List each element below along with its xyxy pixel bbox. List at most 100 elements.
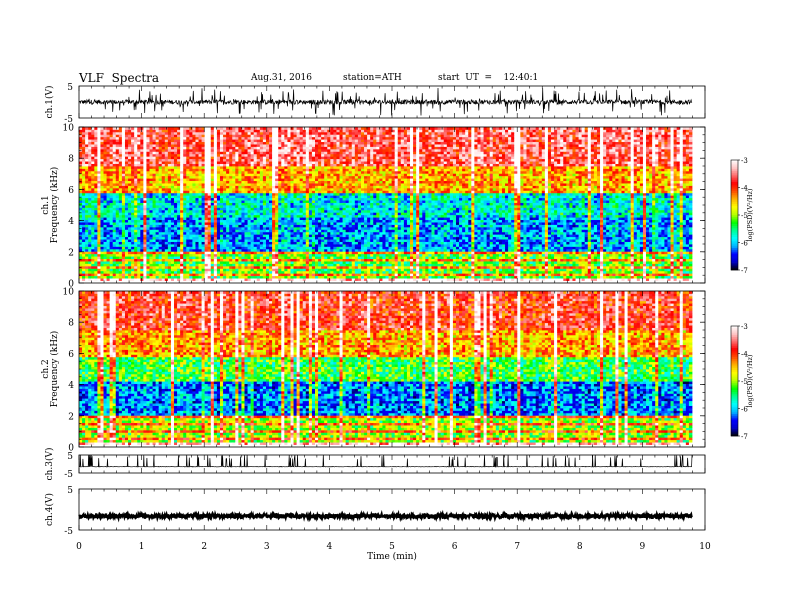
spectrogram-cell bbox=[128, 142, 131, 145]
spectrogram-cell bbox=[122, 132, 125, 135]
spectrogram-cell bbox=[125, 183, 128, 186]
spectrogram-cell bbox=[143, 127, 146, 130]
spectrogram-cell bbox=[91, 220, 94, 223]
spectrogram-cell bbox=[143, 149, 146, 152]
spectrogram-cell bbox=[140, 210, 143, 213]
spectrogram-cell bbox=[116, 222, 119, 225]
spectrogram-cell bbox=[131, 161, 134, 164]
spectrogram-cell bbox=[88, 246, 91, 249]
spectrogram-cell bbox=[113, 139, 116, 142]
spectrogram-cell bbox=[79, 200, 82, 203]
spectrogram-cell bbox=[131, 212, 134, 215]
spectrogram-cell bbox=[104, 210, 107, 213]
spectrogram-cell bbox=[88, 139, 91, 142]
spectrogram-cell bbox=[82, 137, 85, 140]
spectrogram-cell bbox=[137, 198, 140, 201]
spectrogram-cell bbox=[119, 188, 122, 191]
spectrogram-cell bbox=[128, 147, 131, 150]
spectrogram-cell bbox=[137, 205, 140, 208]
spectrogram-cell bbox=[100, 198, 103, 201]
spectrogram-cell bbox=[88, 129, 91, 132]
spectrogram-cell bbox=[82, 254, 85, 257]
spectrogram-cell bbox=[104, 207, 107, 210]
spectrogram-cell bbox=[113, 190, 116, 193]
spectrogram-cell bbox=[82, 205, 85, 208]
spectrogram-cell bbox=[128, 227, 131, 230]
spectrogram-cell bbox=[122, 137, 125, 140]
spectrogram-cell bbox=[91, 198, 94, 201]
spectrogram-cell bbox=[125, 244, 128, 247]
spectrogram-cell bbox=[100, 237, 103, 240]
spectrogram-cell bbox=[113, 203, 116, 206]
spectrogram-cell bbox=[140, 132, 143, 135]
spectrogram-cell bbox=[137, 210, 140, 213]
spectrogram-cell bbox=[104, 203, 107, 206]
spectrogram-cell bbox=[134, 251, 137, 254]
spectrogram-cell bbox=[146, 239, 149, 242]
spectrogram-cell bbox=[88, 234, 91, 237]
spectrogram-cell bbox=[82, 256, 85, 259]
spectrogram-cell bbox=[150, 203, 153, 206]
spectrogram-cell bbox=[85, 222, 88, 225]
spectrogram-cell bbox=[116, 234, 119, 237]
spectrogram-cell bbox=[85, 183, 88, 186]
spectrogram-cell bbox=[113, 239, 116, 242]
spectrogram-cell bbox=[128, 156, 131, 159]
spectrogram-cell bbox=[97, 190, 100, 193]
spectrogram-cell bbox=[91, 276, 94, 279]
spectrogram-cell bbox=[128, 246, 131, 249]
spectrogram-cell bbox=[100, 205, 103, 208]
spectrogram-cell bbox=[131, 271, 134, 274]
spectrogram-cell bbox=[104, 151, 107, 154]
spectrogram-cell bbox=[150, 181, 153, 184]
spectrogram-cell bbox=[107, 212, 110, 215]
spectrogram-cell bbox=[82, 154, 85, 157]
spectrogram-cell bbox=[137, 156, 140, 159]
spectrogram-cell bbox=[110, 134, 113, 137]
spectrogram-cell bbox=[113, 198, 116, 201]
spectrogram-cell bbox=[107, 173, 110, 176]
spectrogram-cell bbox=[104, 168, 107, 171]
spectrogram-cell bbox=[153, 266, 156, 269]
spectrogram-cell bbox=[137, 178, 140, 181]
spectrogram-cell bbox=[143, 168, 146, 171]
spectrogram-cell bbox=[128, 278, 131, 281]
spectrogram-cell bbox=[122, 161, 125, 164]
spectrogram-cell bbox=[88, 266, 91, 269]
spectrogram-cell bbox=[110, 190, 113, 193]
spectrogram-cell bbox=[113, 200, 116, 203]
spectrogram-cell bbox=[146, 246, 149, 249]
spectrogram-cell bbox=[134, 229, 137, 232]
spectrogram-cell bbox=[146, 198, 149, 201]
spectrogram-cell bbox=[131, 276, 134, 279]
spectrogram-cell bbox=[113, 256, 116, 259]
spectrogram-cell bbox=[79, 256, 82, 259]
spectrogram-cell bbox=[94, 139, 97, 142]
spectrogram-cell bbox=[146, 166, 149, 169]
spectrogram-cell bbox=[116, 190, 119, 193]
spectrogram-cell bbox=[107, 205, 110, 208]
spectrogram-cell bbox=[119, 207, 122, 210]
spectrogram-cell bbox=[97, 268, 100, 271]
spectrogram-cell bbox=[91, 266, 94, 269]
spectrogram-cell bbox=[140, 217, 143, 220]
spectrogram-cell bbox=[100, 246, 103, 249]
spectrogram-cell bbox=[140, 173, 143, 176]
spectrogram-cell bbox=[82, 242, 85, 245]
spectrogram-cell bbox=[113, 242, 116, 245]
spectrogram-cell bbox=[134, 203, 137, 206]
spectrogram-cell bbox=[119, 183, 122, 186]
spectrogram-cell bbox=[113, 164, 116, 167]
spectrogram-cell bbox=[82, 207, 85, 210]
spectrogram-cell bbox=[128, 268, 131, 271]
spectrogram-cell bbox=[85, 276, 88, 279]
spectrogram-cell bbox=[128, 198, 131, 201]
spectrogram-cell bbox=[110, 154, 113, 157]
spectrogram-cell bbox=[113, 193, 116, 196]
spectrogram-cell bbox=[119, 237, 122, 240]
spectrogram-cell bbox=[107, 183, 110, 186]
spectrogram-cell bbox=[107, 156, 110, 159]
spectrogram-cell bbox=[146, 190, 149, 193]
spectrogram-cell bbox=[91, 176, 94, 179]
spectrogram-cell bbox=[94, 259, 97, 262]
